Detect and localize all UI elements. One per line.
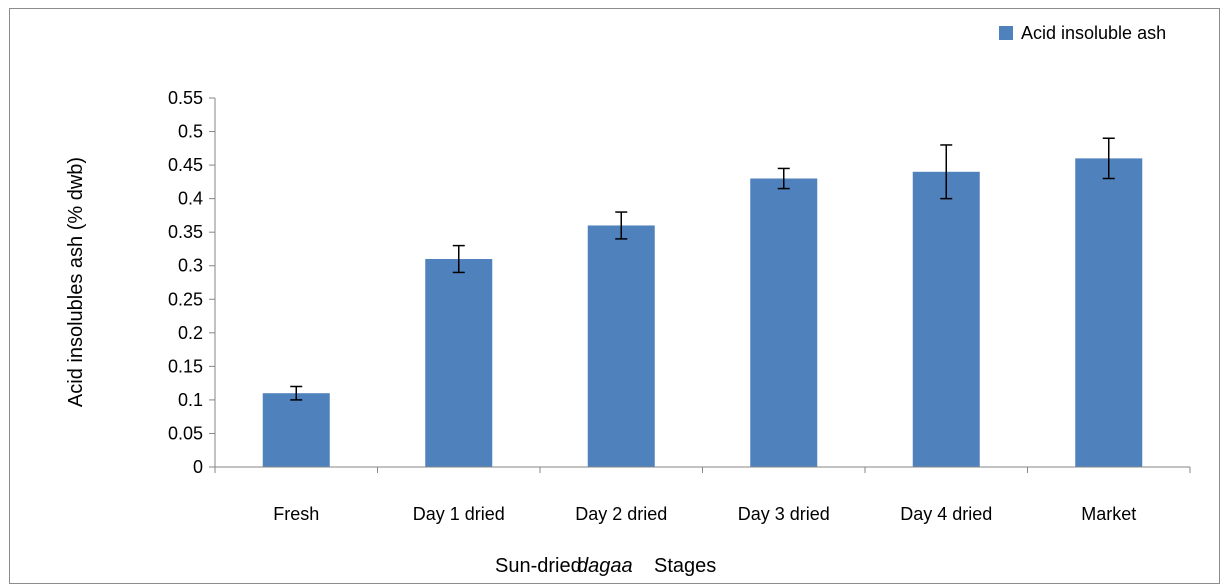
x-axis-title-part-3: Stages: [654, 555, 716, 577]
x-tick-label: Day 4 dried: [900, 504, 992, 524]
x-tick-label: Day 1 dried: [413, 504, 505, 524]
y-axis-title: Acid insolubles ash (% dwb): [65, 157, 87, 407]
x-axis-tick-labels: Fresh Day 1 dried Day 2 dried Day 3 dried Da…: [214, 467, 1191, 524]
bars: [262, 158, 1143, 468]
error-bar: [1102, 137, 1115, 180]
y-tick-label: 0.45: [168, 155, 203, 175]
y-tick-label: 0.1: [178, 390, 203, 410]
legend-swatch: [999, 26, 1013, 40]
bar: [1075, 158, 1143, 467]
y-tick-label: 0.25: [168, 289, 203, 309]
error-bar: [290, 385, 303, 401]
x-tick-label: Fresh: [273, 504, 319, 524]
y-tick-label: 0.55: [168, 88, 203, 108]
x-tick-label: Day 3 dried: [738, 504, 830, 524]
y-tick-label: 0.3: [178, 256, 203, 276]
bar: [262, 393, 330, 467]
bar: [587, 225, 655, 467]
legend: Acid insoluble ash: [999, 23, 1166, 43]
y-tick-label: 0.2: [178, 323, 203, 343]
error-bar: [452, 244, 465, 274]
y-tick-label: 0.15: [168, 356, 203, 376]
error-bar: [777, 167, 790, 190]
x-tick-label: Day 2 dried: [575, 504, 667, 524]
y-axis-ticks: 0 0.05 0.1 0.15 0.2 0.25 0.3 0.35 0.4 0.45 0.5 0.55: [168, 88, 215, 477]
legend-label: Acid insoluble ash: [1021, 23, 1166, 43]
error-bar: [615, 211, 628, 240]
y-tick-label: 0.5: [178, 122, 203, 142]
x-tick-label: Market: [1081, 504, 1136, 524]
bar: [912, 171, 980, 468]
error-bar: [940, 144, 953, 200]
y-tick-label: 0: [193, 457, 203, 477]
y-tick-label: 0.05: [168, 423, 203, 443]
bar: [750, 178, 818, 467]
x-axis-title-part-2: dagaa: [577, 555, 633, 577]
x-axis-title: Sun-dried dagaa Stages: [495, 555, 716, 577]
y-tick-label: 0.35: [168, 222, 203, 242]
bar: [425, 259, 493, 467]
error-bars: [290, 137, 1115, 401]
y-tick-label: 0.4: [178, 189, 203, 209]
x-axis-title-part-1: Sun-dried: [495, 555, 582, 577]
